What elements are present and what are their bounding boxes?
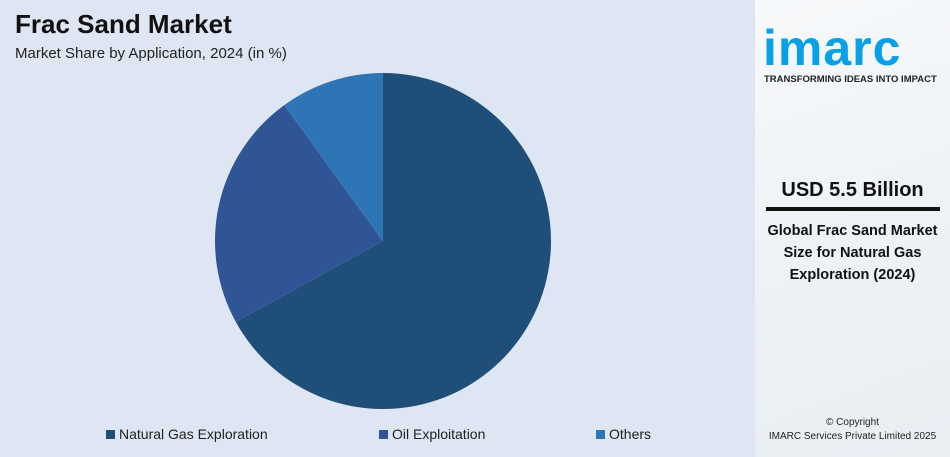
info-sidebar: imarc TRANSFORMING IDEAS INTO IMPACT USD… bbox=[755, 0, 950, 457]
market-description: Global Frac Sand Market Size for Natural… bbox=[767, 223, 938, 283]
divider bbox=[766, 207, 940, 211]
chart-panel: Frac Sand Market Market Share by Applica… bbox=[15, 9, 652, 443]
slice-oil bbox=[214, 105, 383, 322]
legend-swatch bbox=[379, 430, 388, 439]
slice-natural-gas bbox=[235, 73, 552, 409]
chart-title: Frac Sand Market bbox=[15, 9, 232, 39]
pie-chart bbox=[214, 73, 552, 409]
legend-swatch bbox=[106, 430, 115, 439]
imarc-logo: imarc bbox=[763, 20, 902, 76]
copyright-owner: IMARC Services Private Limited 2025 bbox=[768, 431, 937, 442]
chart-subtitle: Market Share by Application, 2024 (in %) bbox=[15, 45, 287, 62]
copyright-line: © Copyright bbox=[826, 417, 879, 428]
slice-others bbox=[284, 73, 383, 241]
legend-label: Others bbox=[609, 426, 652, 442]
legend-item-natural-gas: Natural Gas Exploration bbox=[106, 426, 268, 443]
legend-item-oil: Oil Exploitation bbox=[379, 426, 485, 443]
market-value: USD 5.5 Billion bbox=[781, 179, 924, 201]
legend-label: Oil Exploitation bbox=[392, 426, 486, 442]
legend-label: Natural Gas Exploration bbox=[119, 426, 268, 442]
tagline: TRANSFORMING IDEAS INTO IMPACT bbox=[764, 74, 937, 85]
copyright: © Copyright IMARC Services Private Limit… bbox=[755, 416, 950, 444]
legend-item-others: Others bbox=[596, 426, 651, 443]
legend-swatch bbox=[596, 430, 605, 439]
